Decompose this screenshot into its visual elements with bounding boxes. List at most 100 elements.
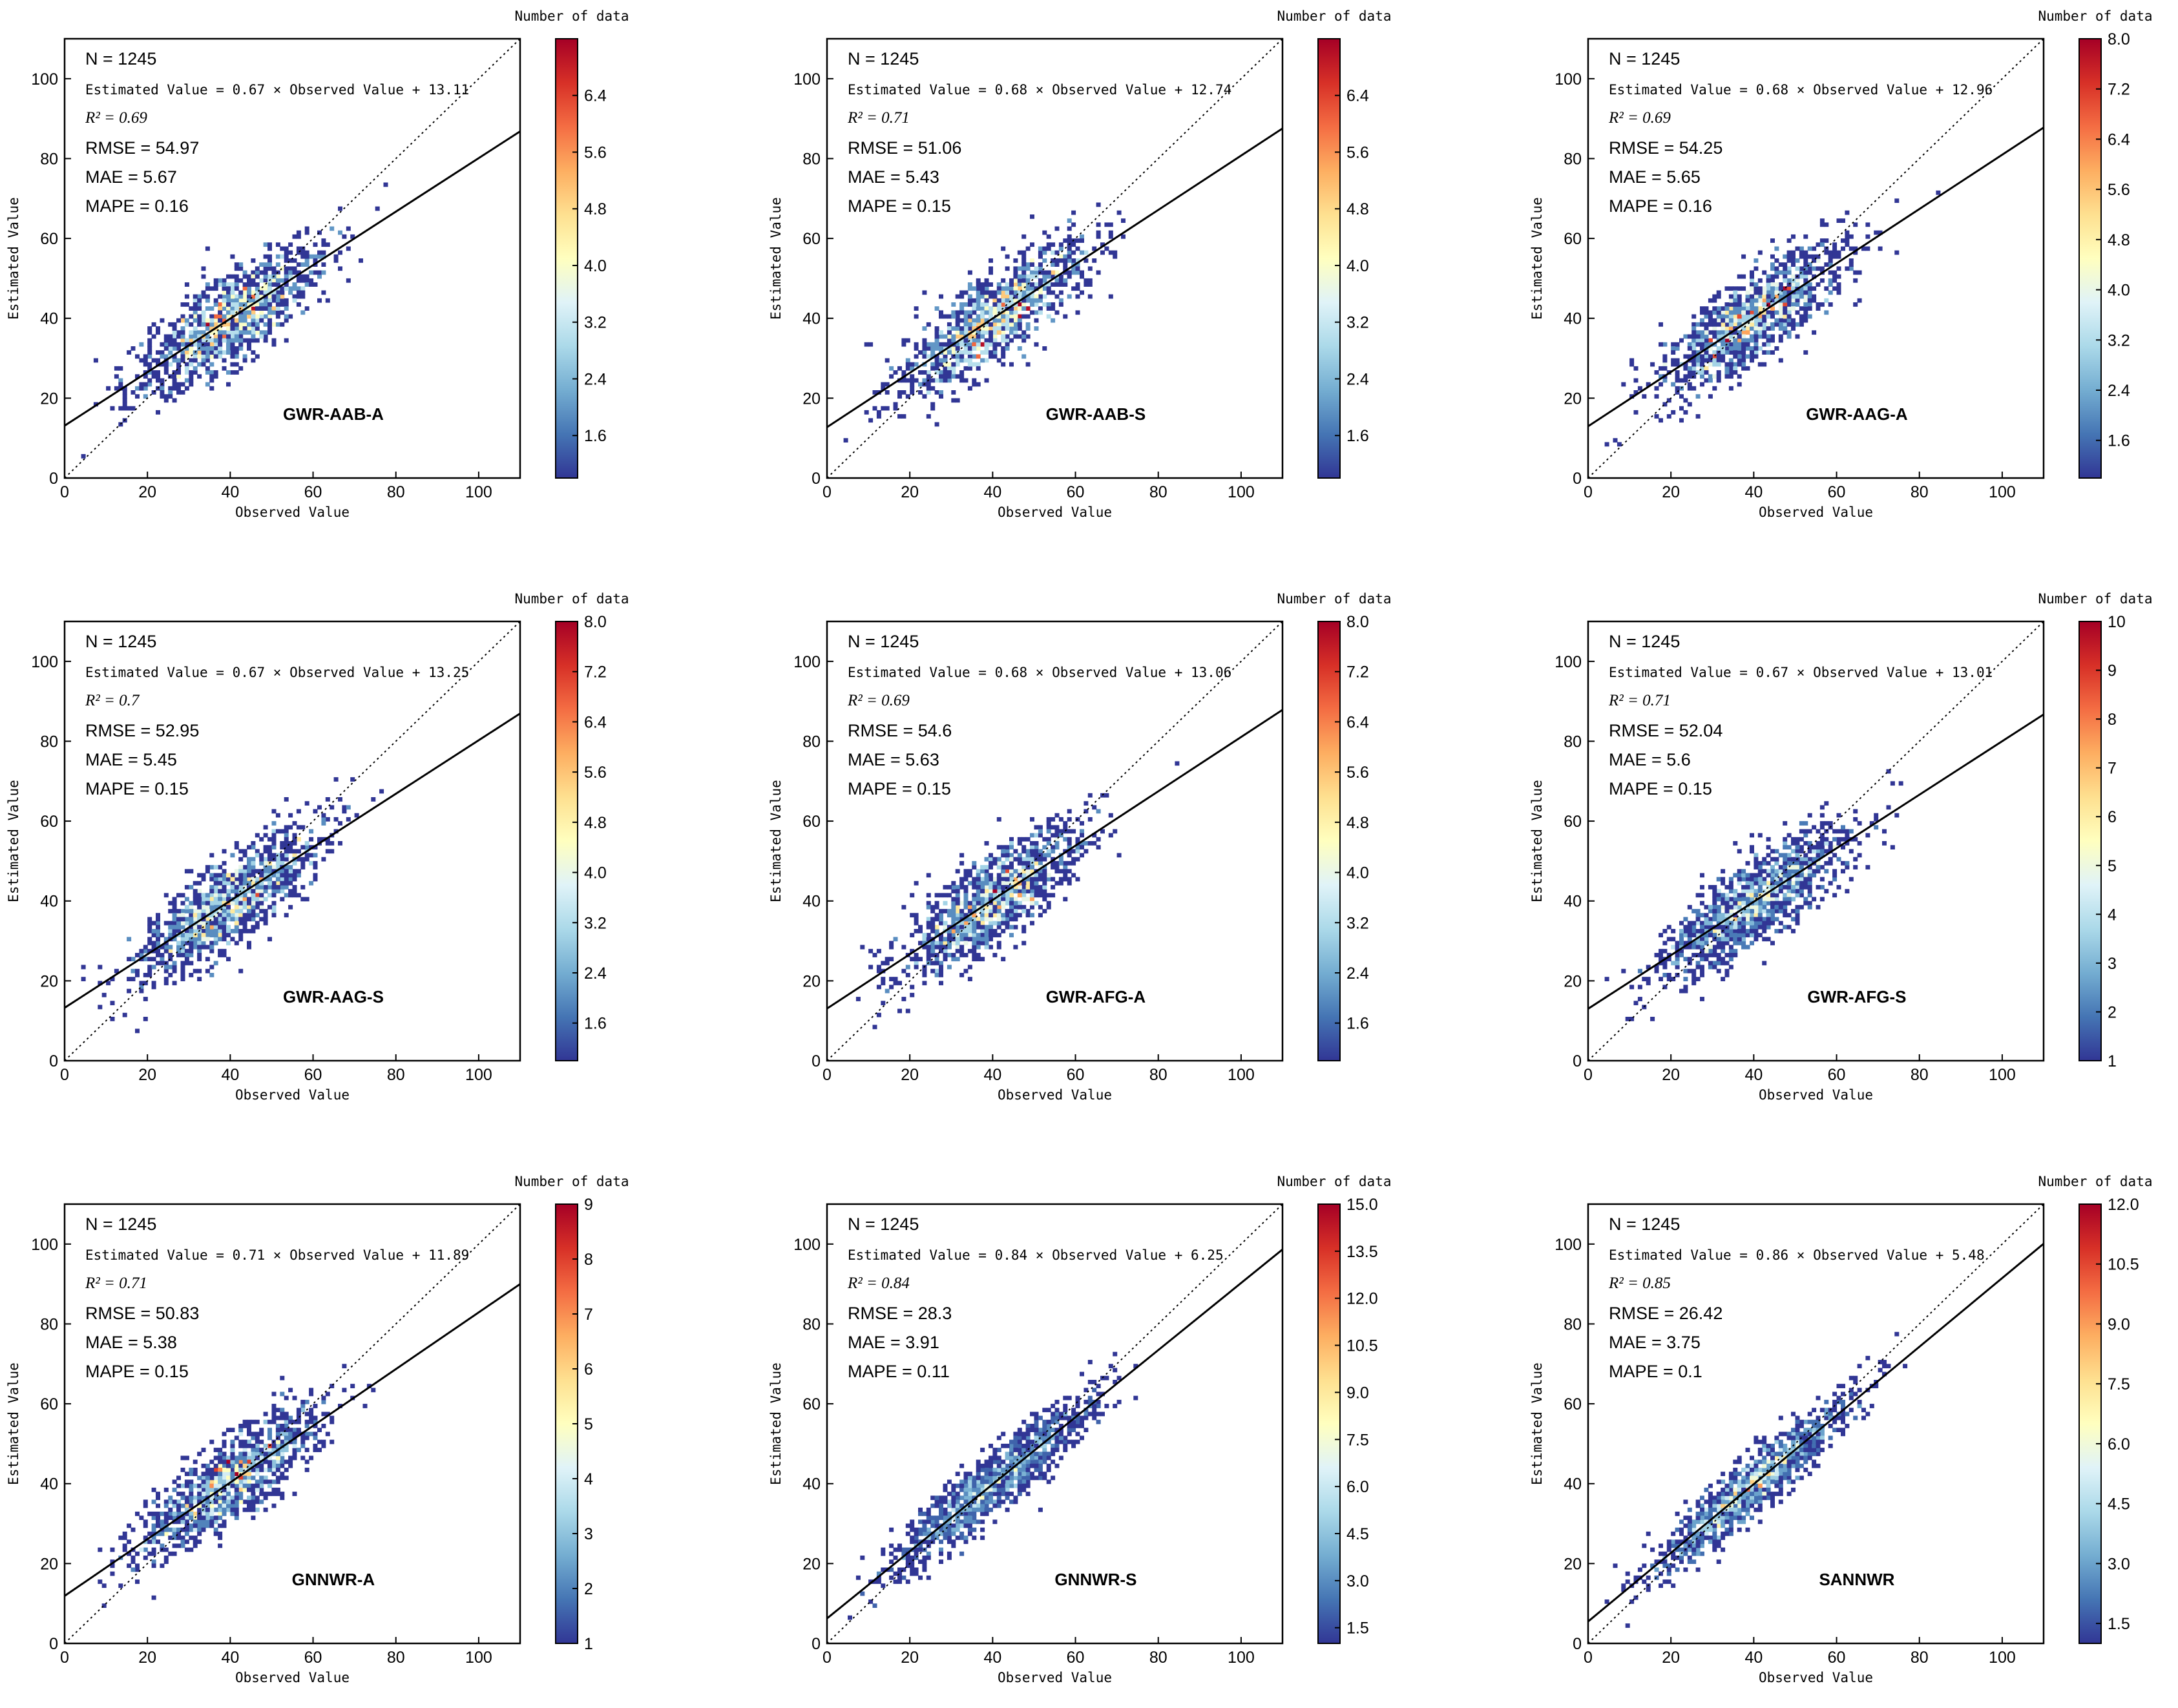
- heat-cell: [934, 944, 939, 950]
- heat-cell: [1700, 342, 1704, 347]
- heat-cell: [288, 1419, 293, 1424]
- x-tick-label: 80: [387, 1066, 405, 1084]
- heat-cell: [1700, 366, 1704, 371]
- heat-cell: [267, 306, 272, 311]
- heat-cell: [1013, 258, 1018, 263]
- equation-label: Estimated Value = 0.67 × Observed Value …: [85, 82, 469, 98]
- heat-cell: [1737, 917, 1742, 922]
- heat-cell: [1795, 889, 1800, 893]
- heat-cell: [259, 885, 264, 890]
- heat-cell: [271, 901, 277, 906]
- heat-cell: [1807, 262, 1812, 267]
- heat-cell: [1741, 929, 1746, 933]
- heat-cell: [1766, 290, 1771, 295]
- heat-cell: [218, 294, 223, 299]
- heat-cell: [242, 904, 247, 910]
- heat-cell: [197, 901, 202, 906]
- heat-cell: [296, 1411, 301, 1417]
- heat-cell: [943, 354, 948, 359]
- heat-cell: [1795, 865, 1800, 870]
- heat-cell: [1005, 318, 1010, 323]
- heat-cell: [184, 1523, 189, 1528]
- heat-cell: [1865, 222, 1870, 227]
- heat-cell: [296, 262, 301, 267]
- heat-cell: [1712, 326, 1717, 331]
- heat-cell: [1695, 350, 1701, 355]
- heat-cell: [1038, 849, 1043, 854]
- heat-cell: [1832, 877, 1838, 882]
- heat-cell: [172, 937, 177, 942]
- heat-cell: [959, 913, 965, 918]
- heat-cell: [176, 1543, 181, 1548]
- heat-cell: [238, 849, 244, 854]
- heat-cell: [984, 873, 989, 878]
- heat-cell: [147, 973, 152, 977]
- heat-cell: [1712, 318, 1717, 323]
- heat-cell: [1741, 933, 1746, 937]
- heat-cell: [1733, 366, 1738, 371]
- heat-cell: [234, 901, 239, 906]
- heat-cell: [325, 1411, 330, 1417]
- heat-cell: [226, 1499, 231, 1505]
- heat-cell: [251, 1459, 256, 1464]
- heat-cell: [255, 924, 260, 930]
- heat-cell: [218, 1503, 223, 1508]
- heat-cell: [247, 901, 251, 906]
- heat-cell: [989, 880, 993, 886]
- heat-cell: [1721, 944, 1726, 950]
- heat-cell: [234, 845, 239, 849]
- colorbar-tick-label: 2.4: [2108, 382, 2130, 400]
- heat-cell: [905, 378, 910, 383]
- heat-cell: [1882, 841, 1887, 846]
- heat-cell: [967, 948, 972, 953]
- heat-cell: [267, 326, 272, 331]
- heat-cell: [201, 1515, 206, 1520]
- heat-cell: [218, 873, 223, 878]
- x-tick-label: 80: [1149, 483, 1168, 501]
- heat-cell: [1770, 298, 1775, 303]
- heat-cell: [922, 394, 927, 399]
- heat-cell: [242, 298, 247, 303]
- heat-cell: [168, 362, 173, 367]
- heat-cell: [304, 230, 309, 235]
- heat-cell: [1017, 346, 1022, 351]
- heat-cell: [1708, 929, 1713, 933]
- heat-cell: [267, 904, 272, 910]
- heat-cell: [1633, 1001, 1639, 1006]
- heat-cell: [317, 805, 322, 810]
- heat-cell: [1733, 326, 1738, 331]
- heat-cell: [972, 953, 977, 957]
- heat-cell: [296, 869, 301, 874]
- heat-cell: [1750, 924, 1754, 930]
- heat-cell: [197, 1475, 202, 1481]
- heat-cell: [230, 350, 235, 355]
- heat-cell: [1080, 238, 1084, 243]
- heat-cell: [1754, 326, 1759, 331]
- heat-cell: [242, 893, 247, 898]
- heat-cell: [213, 1448, 218, 1452]
- heat-cell: [1042, 845, 1047, 849]
- heat-cell: [197, 957, 202, 962]
- heat-cell: [317, 250, 322, 255]
- heat-cell: [238, 322, 244, 327]
- heat-cell: [309, 254, 314, 259]
- heat-cell: [1096, 230, 1101, 235]
- heat-cell: [1803, 821, 1808, 826]
- heat-cell: [1013, 877, 1018, 882]
- heat-cell: [881, 382, 886, 387]
- heat-cell: [1741, 924, 1746, 930]
- heat-cell: [1766, 853, 1771, 858]
- mape-label: MAPE = 0.16: [85, 196, 189, 216]
- heat-cell: [267, 885, 272, 890]
- heat-cell: [255, 306, 260, 311]
- heat-cell: [1741, 897, 1746, 902]
- heat-cell: [1786, 330, 1792, 335]
- heat-cell: [1071, 849, 1076, 854]
- heat-cell: [143, 382, 148, 387]
- heat-cell: [1712, 350, 1717, 355]
- heat-cell: [176, 1519, 181, 1525]
- heat-cell: [209, 1523, 215, 1528]
- heat-cell: [330, 1415, 335, 1421]
- heat-cell: [1017, 318, 1022, 323]
- heat-cell: [1799, 880, 1804, 886]
